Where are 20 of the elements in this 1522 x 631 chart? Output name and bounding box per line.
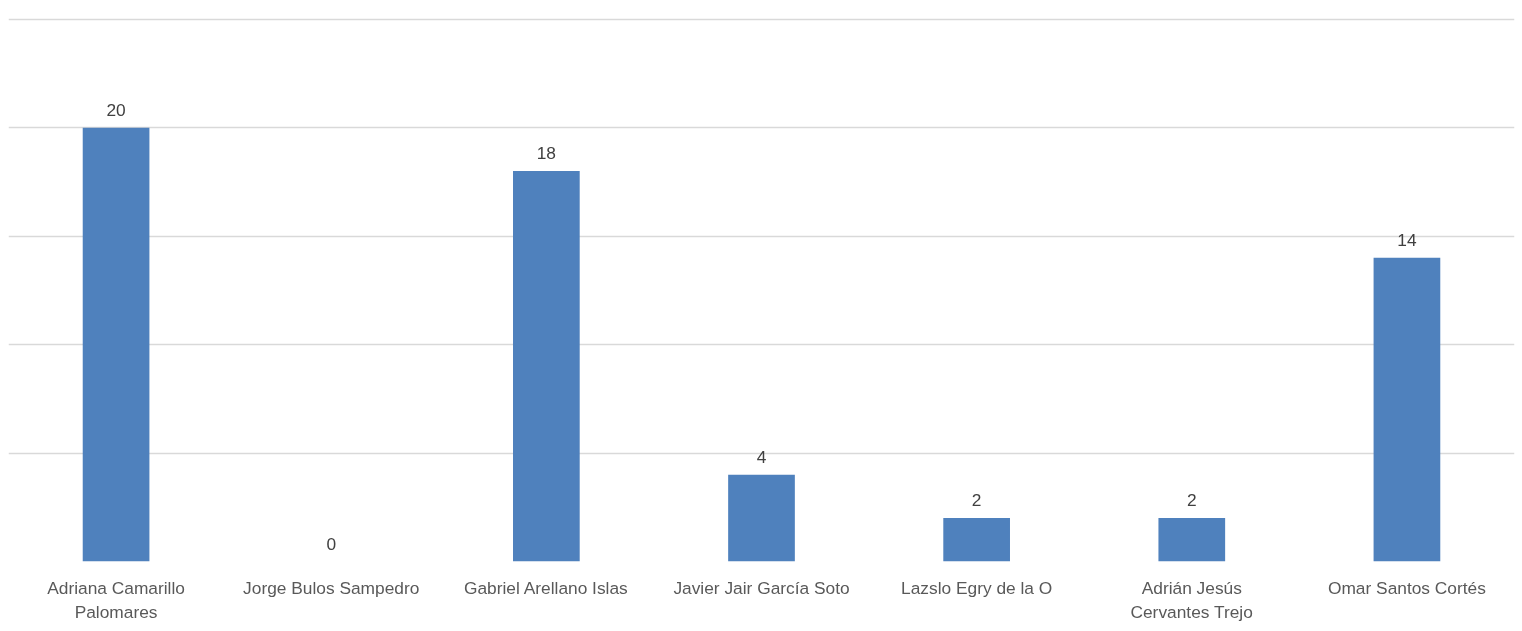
x-tick-label: Omar Santos Cortés bbox=[1327, 577, 1487, 598]
bar bbox=[1158, 518, 1226, 562]
x-tick-label: Gabriel Arellano Islas bbox=[464, 577, 629, 598]
x-tick-label: Javier Jair García Soto bbox=[673, 577, 850, 598]
bar bbox=[82, 127, 150, 562]
bar bbox=[943, 518, 1010, 562]
x-tick-label: Adrián Jesús Cervantes Trejo bbox=[1130, 577, 1253, 622]
bar bbox=[1373, 257, 1441, 562]
data-label: 20 bbox=[106, 99, 126, 120]
data-label: 14 bbox=[1397, 229, 1417, 250]
x-tick-label: Adriana Camarillo Palomares bbox=[47, 577, 185, 622]
x-tick-label: Jorge Bulos Sampedro bbox=[243, 577, 420, 598]
bar bbox=[728, 474, 795, 562]
data-label: 0 bbox=[326, 533, 337, 554]
bar bbox=[513, 171, 580, 562]
data-label: 4 bbox=[756, 446, 767, 467]
data-label: 2 bbox=[1186, 490, 1197, 511]
data-label: 18 bbox=[536, 143, 556, 164]
data-label: 2 bbox=[971, 490, 982, 511]
x-tick-label: Lazslo Egry de la O bbox=[901, 577, 1053, 598]
